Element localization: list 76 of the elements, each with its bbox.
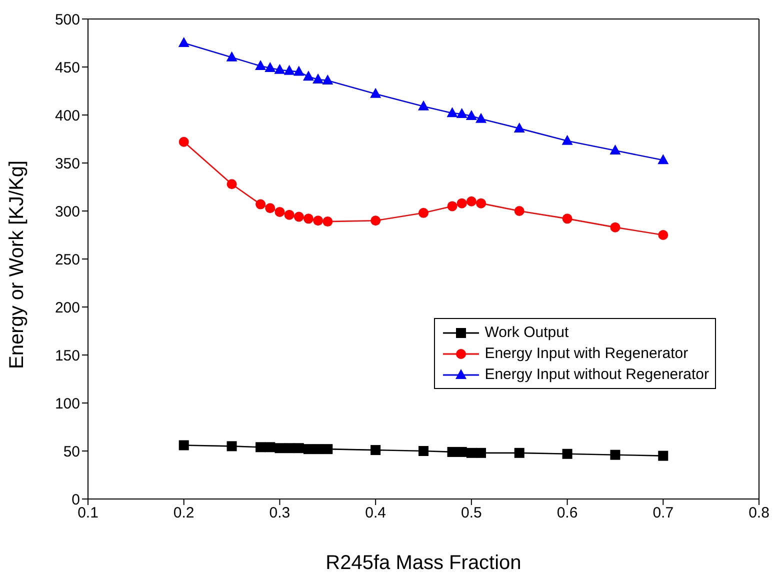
y-tick-label: 350: [54, 155, 80, 172]
point: [447, 446, 458, 457]
point: [562, 214, 572, 224]
point: [265, 203, 276, 214]
point: [514, 122, 525, 132]
legend-label: Energy Input without Regenerator: [484, 366, 709, 383]
y-tick-label: 100: [54, 395, 80, 412]
point: [370, 88, 382, 98]
point: [294, 212, 304, 222]
point: [312, 73, 324, 84]
point: [456, 108, 468, 118]
legend-label: Energy Input with Regenerator: [484, 345, 688, 362]
point: [226, 51, 238, 62]
point: [226, 179, 237, 190]
point: [178, 136, 189, 147]
point: [322, 216, 333, 227]
point: [562, 134, 573, 145]
point: [476, 112, 487, 123]
point: [256, 442, 266, 452]
x-tick-label: 0.1: [78, 504, 98, 522]
x-tick-label: 0.7: [652, 504, 674, 522]
point: [447, 201, 458, 212]
y-tick-label: 400: [54, 107, 80, 124]
point: [476, 448, 486, 458]
legend-label: Work Output: [484, 324, 569, 341]
point: [303, 214, 314, 224]
point: [322, 444, 333, 454]
point: [370, 445, 381, 456]
point: [264, 62, 276, 72]
point: [418, 208, 428, 218]
point: [256, 199, 266, 210]
point: [322, 74, 334, 84]
point: [284, 64, 295, 75]
x-tick-label: 0.5: [461, 504, 482, 522]
y-tick-label: 300: [54, 203, 80, 220]
x-tick-label: 0.4: [365, 504, 386, 522]
point: [658, 154, 669, 164]
point: [466, 110, 477, 120]
point: [255, 60, 266, 70]
x-tick-label: 0.2: [173, 504, 194, 522]
point: [274, 64, 286, 74]
y-tick-label: 0: [72, 491, 80, 508]
point: [610, 450, 620, 460]
point: [562, 448, 572, 459]
point: [418, 100, 429, 110]
point: [466, 196, 476, 206]
point: [274, 206, 285, 217]
point: [658, 230, 668, 240]
y-tick-label: 450: [54, 59, 80, 76]
point: [514, 206, 524, 216]
y-tick-label: 250: [54, 251, 80, 268]
y-axis-title: Energy or Work [KJ/Kg]: [6, 160, 28, 369]
x-axis-title: R245fa Mass Fraction: [326, 552, 522, 574]
point: [370, 216, 381, 226]
x-tick-label: 0.3: [269, 504, 290, 522]
point: [514, 448, 524, 458]
point: [302, 70, 314, 81]
x-tick-label: 0.6: [556, 504, 578, 522]
point: [610, 144, 621, 155]
point: [456, 198, 467, 208]
point: [293, 66, 304, 76]
point: [226, 441, 237, 452]
point: [658, 450, 668, 461]
point: [313, 216, 324, 226]
point: [476, 198, 486, 208]
y-tick-label: 150: [54, 347, 80, 364]
point: [178, 37, 190, 47]
y-tick-label: 200: [54, 299, 80, 316]
point: [446, 107, 458, 118]
y-tick-label: 500: [54, 11, 80, 28]
point: [418, 446, 428, 456]
point: [284, 210, 294, 220]
y-tick-label: 50: [63, 443, 80, 460]
x-tick-label: 0.8: [748, 504, 770, 522]
point: [178, 440, 189, 450]
point: [610, 222, 620, 232]
